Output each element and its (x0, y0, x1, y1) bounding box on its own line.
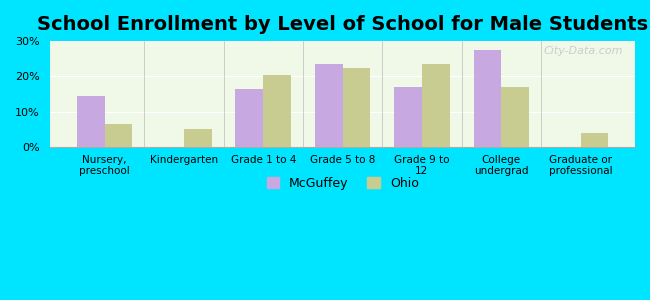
Bar (343, 68, 370, 147)
Bar (473, 50, 501, 147)
Bar (105, 124, 133, 147)
Bar (263, 75, 291, 147)
Title: School Enrollment by Level of School for Male Students: School Enrollment by Level of School for… (37, 15, 648, 34)
Bar (422, 64, 450, 147)
Legend: McGuffey, Ohio: McGuffey, Ohio (260, 170, 425, 196)
Bar (580, 133, 608, 147)
Bar (235, 89, 263, 147)
Bar (394, 87, 422, 147)
Bar (315, 64, 343, 147)
Text: City-Data.com: City-Data.com (544, 46, 623, 56)
Bar (501, 87, 529, 147)
Bar (184, 130, 212, 147)
Bar (77, 96, 105, 147)
